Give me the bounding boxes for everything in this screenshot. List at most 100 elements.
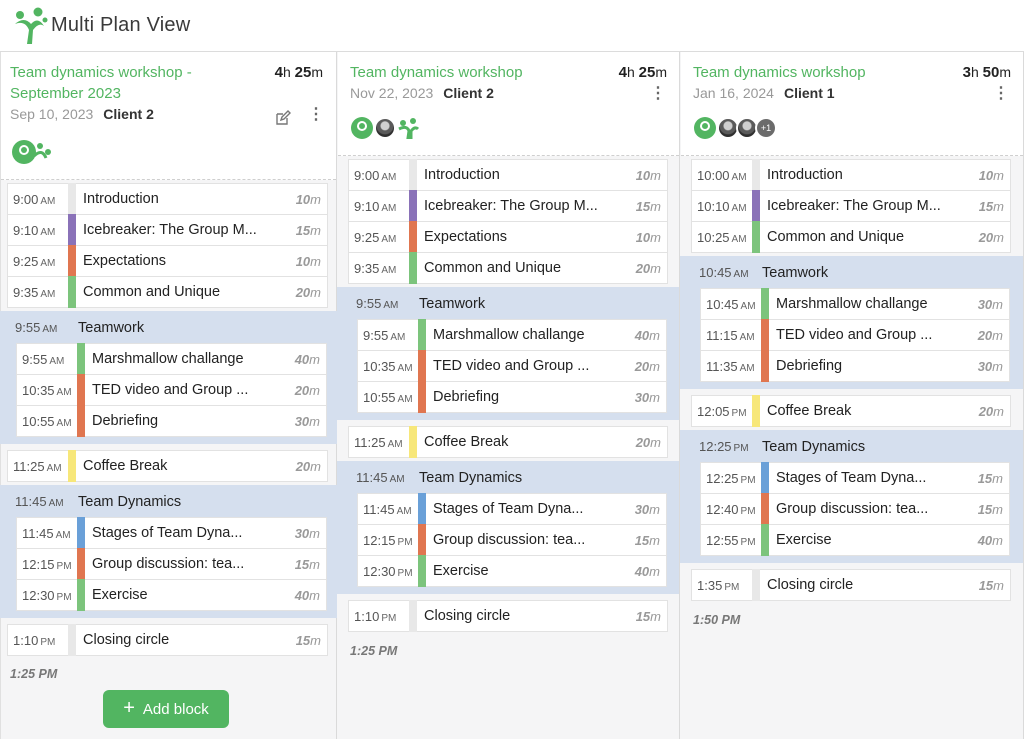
block-duration: 15m	[295, 222, 321, 238]
plan-date: Nov 22, 2023	[350, 85, 434, 101]
avatar-overflow-count: +1	[755, 117, 777, 139]
schedule-block-row[interactable]: 12:25 PM Stages of Team Dyna... 15m	[700, 462, 1010, 494]
plan-blocks: 10:00 AM Introduction 10m 10:10 AM Icebreaker:…	[680, 156, 1023, 601]
schedule-block-row[interactable]: 10:55 AM Debriefing 30m	[16, 405, 327, 437]
schedule-block-row[interactable]: 9:25 AM Expectations 10m	[348, 221, 668, 253]
block-color-bar	[752, 190, 760, 222]
plan-title[interactable]: Team dynamics workshop	[693, 64, 866, 81]
block-duration: 20m	[977, 327, 1003, 343]
schedule-block-row[interactable]: 1:10 PM Closing circle 15m	[348, 600, 668, 632]
block-title: Closing circle	[83, 632, 170, 648]
schedule-block-row[interactable]: 12:05 PM Coffee Break 20m	[691, 395, 1011, 427]
schedule-block-row[interactable]: 12:15 PM Group discussion: tea... 15m	[357, 524, 667, 556]
block-duration: 15m	[978, 577, 1004, 593]
block-duration: 30m	[294, 525, 320, 541]
block-start-time: 9:10 AM	[354, 198, 397, 214]
block-color-bar	[409, 426, 417, 458]
block-title: Marshmallow challange	[92, 351, 244, 367]
schedule-block-row[interactable]: 9:55 AM Marshmallow challange 40m	[16, 343, 327, 375]
schedule-block-row[interactable]: 10:55 AM Debriefing 30m	[357, 381, 667, 413]
add-block-button[interactable]: + Add block	[103, 690, 229, 728]
schedule-block-row[interactable]: 9:35 AM Common and Unique 20m	[348, 252, 668, 284]
schedule-block-row[interactable]: 12:30 PM Exercise 40m	[16, 579, 327, 611]
schedule-block-row[interactable]: 10:35 AM TED video and Group ... 20m	[16, 374, 327, 406]
plan-avatars: +1	[693, 116, 777, 140]
schedule-block-row[interactable]: 10:10 AM Icebreaker: The Group M... 15m	[691, 190, 1011, 222]
schedule-block-row[interactable]: 1:35 PM Closing circle 15m	[691, 569, 1011, 601]
schedule-block-row[interactable]: 1:10 PM Closing circle 15m	[7, 624, 328, 656]
group-start-time: 11:45 AM	[356, 470, 405, 485]
schedule-block-row[interactable]: 9:00 AM Introduction 10m	[348, 159, 668, 191]
block-title: Marshmallow challange	[433, 327, 585, 343]
block-duration: 40m	[294, 587, 320, 603]
schedule-block-row[interactable]: 9:10 AM Icebreaker: The Group M... 15m	[348, 190, 668, 222]
plan-title[interactable]: Team dynamics workshop	[350, 64, 523, 81]
block-color-bar	[77, 343, 85, 375]
block-start-time: 9:00 AM	[13, 191, 56, 207]
schedule-block-row[interactable]: 9:55 AM Marshmallow challange 40m	[357, 319, 667, 351]
block-color-bar	[77, 405, 85, 437]
schedule-block-row[interactable]: 11:35 AM Debriefing 30m	[700, 350, 1010, 382]
schedule-block-row[interactable]: 12:40 PM Group discussion: tea... 15m	[700, 493, 1010, 525]
schedule-block-row[interactable]: 9:35 AM Common and Unique 20m	[7, 276, 328, 308]
block-duration: 15m	[977, 470, 1003, 486]
block-start-time: 9:35 AM	[13, 284, 56, 300]
schedule-block-row[interactable]: 12:30 PM Exercise 40m	[357, 555, 667, 587]
edit-icon[interactable]	[275, 110, 291, 126]
schedule-block-row[interactable]: 11:15 AM TED video and Group ... 20m	[700, 319, 1010, 351]
more-menu-icon[interactable]: ⋮	[993, 85, 1009, 102]
block-start-time: 10:25 AM	[697, 229, 747, 245]
block-duration: 10m	[978, 167, 1004, 183]
block-title: Introduction	[83, 191, 159, 207]
schedule-block-row[interactable]: 10:35 AM TED video and Group ... 20m	[357, 350, 667, 382]
block-start-time: 10:45 AM	[706, 296, 756, 312]
block-color-bar	[761, 288, 769, 320]
block-title: Common and Unique	[424, 260, 562, 276]
schedule-block-row[interactable]: 10:25 AM Common and Unique 20m	[691, 221, 1011, 253]
schedule-block-row[interactable]: 12:55 PM Exercise 40m	[700, 524, 1010, 556]
plan-duration: 3h 50m	[962, 64, 1011, 81]
block-title: Coffee Break	[83, 458, 168, 474]
group-title: Team Dynamics	[78, 494, 182, 510]
block-start-time: 10:55 AM	[363, 389, 413, 405]
block-title: Icebreaker: The Group M...	[83, 222, 257, 238]
plan-duration: 4h 25m	[274, 64, 323, 81]
block-title: Common and Unique	[83, 284, 221, 300]
schedule-block-row[interactable]: 11:25 AM Coffee Break 20m	[7, 450, 328, 482]
plan-date: Sep 10, 2023	[10, 106, 94, 122]
plan-blocks: 9:00 AM Introduction 10m 9:10 AM Icebreaker: T…	[0, 180, 337, 656]
schedule-block-row[interactable]: 11:45 AM Stages of Team Dyna... 30m	[16, 517, 327, 549]
schedule-block-row[interactable]: 9:00 AM Introduction 10m	[7, 183, 328, 215]
more-menu-icon[interactable]: ⋮	[650, 85, 666, 102]
block-start-time: 12:15 PM	[363, 532, 413, 548]
schedule-block-row[interactable]: 11:45 AM Stages of Team Dyna... 30m	[357, 493, 667, 525]
schedule-block-row[interactable]: 10:00 AM Introduction 10m	[691, 159, 1011, 191]
app-title: Multi Plan View	[51, 14, 191, 36]
schedule-block-row[interactable]: 9:25 AM Expectations 10m	[7, 245, 328, 277]
plan-avatars	[350, 116, 419, 140]
block-start-time: 11:15 AM	[706, 327, 755, 343]
block-title: Stages of Team Dyna...	[92, 525, 243, 541]
plan-date: Jan 16, 2024	[693, 85, 774, 101]
block-duration: 10m	[635, 229, 661, 245]
block-duration: 40m	[977, 532, 1003, 548]
block-title: TED video and Group ...	[433, 358, 590, 374]
block-color-bar	[752, 221, 760, 253]
schedule-block-row[interactable]: 11:25 AM Coffee Break 20m	[348, 426, 668, 458]
schedule-block-row[interactable]: 10:45 AM Marshmallow challange 30m	[700, 288, 1010, 320]
block-title: Marshmallow challange	[776, 296, 928, 312]
plan-avatars	[10, 138, 54, 166]
block-title: Expectations	[424, 229, 508, 245]
block-color-bar	[68, 276, 76, 308]
block-duration: 15m	[635, 608, 661, 624]
more-menu-icon[interactable]: ⋮	[308, 106, 324, 123]
block-title: Coffee Break	[767, 403, 852, 419]
block-duration: 30m	[294, 413, 320, 429]
app-logo-icon	[15, 7, 48, 44]
block-color-bar	[761, 493, 769, 525]
block-start-time: 10:35 AM	[22, 382, 72, 398]
schedule-block-row[interactable]: 9:10 AM Icebreaker: The Group M... 15m	[7, 214, 328, 246]
plan-title[interactable]: Team dynamics workshop - September 2023	[10, 64, 192, 102]
block-title: Debriefing	[92, 413, 159, 429]
schedule-block-row[interactable]: 12:15 PM Group discussion: tea... 15m	[16, 548, 327, 580]
